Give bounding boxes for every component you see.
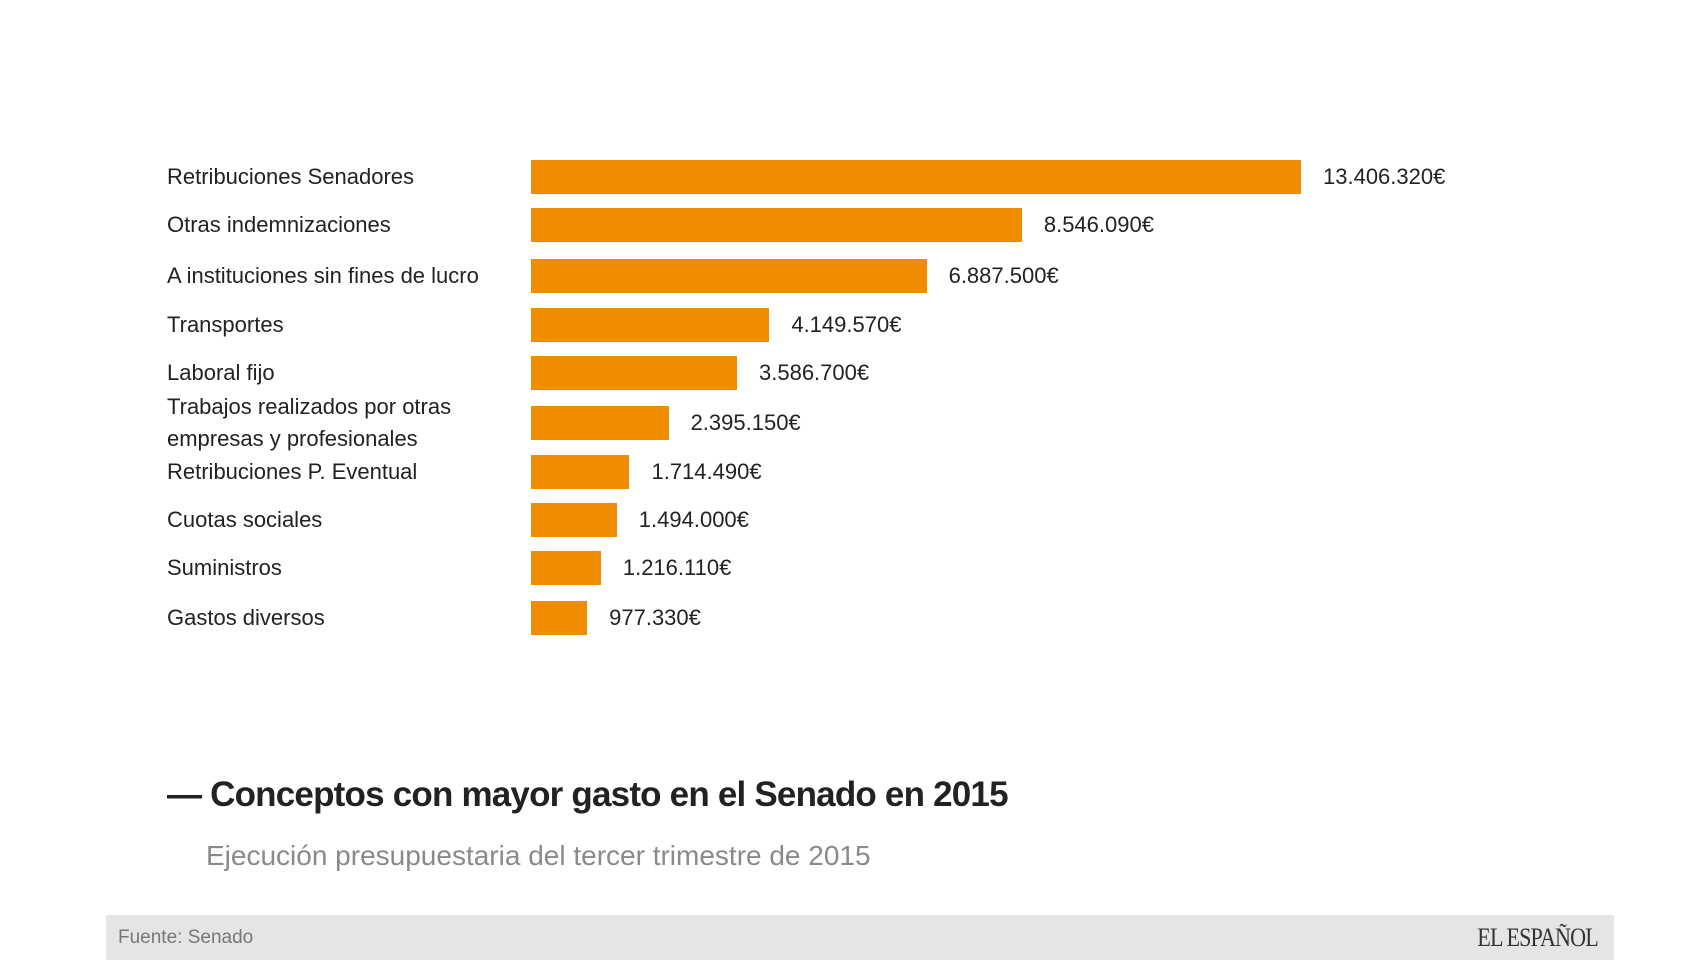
category-label: Laboral fijo bbox=[167, 360, 275, 385]
source-text: Fuente: Senado bbox=[118, 927, 254, 948]
value-label: 1.494.000€ bbox=[638, 507, 749, 532]
category-label: Transportes bbox=[167, 312, 284, 337]
value-label: 1.714.490€ bbox=[651, 459, 762, 484]
bar bbox=[531, 208, 1022, 242]
bar bbox=[531, 259, 927, 293]
bar bbox=[531, 455, 630, 489]
category-label: Cuotas sociales bbox=[167, 507, 323, 532]
bar bbox=[531, 503, 617, 537]
value-label: 4.149.570€ bbox=[791, 312, 902, 337]
el-espanol-logo: EL ESPAÑOL bbox=[1477, 923, 1598, 952]
category-label: Trabajos realizados por otras empresas y… bbox=[167, 394, 452, 451]
bar bbox=[531, 551, 601, 585]
bar bbox=[531, 356, 737, 390]
value-label: 13.406.320€ bbox=[1323, 164, 1446, 189]
footer: Fuente: Senado EL ESPAÑOL bbox=[106, 915, 1614, 960]
category-label: Retribuciones P. Eventual bbox=[167, 459, 418, 484]
bar bbox=[531, 308, 770, 342]
value-label: 977.330€ bbox=[609, 605, 701, 630]
category-label: Gastos diversos bbox=[167, 605, 325, 630]
category-label: Otras indemnizaciones bbox=[167, 212, 391, 237]
chart-subtitle: Ejecución presupuestaria del tercer trim… bbox=[206, 840, 871, 871]
bar-chart: Retribuciones Senadores 13.406.320€ Otras … bbox=[167, 160, 1446, 635]
value-label: 2.395.150€ bbox=[690, 410, 801, 435]
bar bbox=[531, 160, 1301, 194]
value-label: 8.546.090€ bbox=[1043, 212, 1154, 237]
value-label: 3.586.700€ bbox=[759, 360, 870, 385]
value-label: 1.216.110€ bbox=[622, 555, 732, 580]
category-label: Suministros bbox=[167, 555, 282, 580]
value-label: 6.887.500€ bbox=[948, 263, 1059, 288]
bar bbox=[531, 601, 588, 635]
category-label: A instituciones sin fines de lucro bbox=[167, 263, 479, 288]
category-label: Retribuciones Senadores bbox=[167, 164, 415, 189]
bar bbox=[531, 406, 669, 440]
chart-title: — Conceptos con mayor gasto en el Senado… bbox=[167, 775, 1009, 814]
